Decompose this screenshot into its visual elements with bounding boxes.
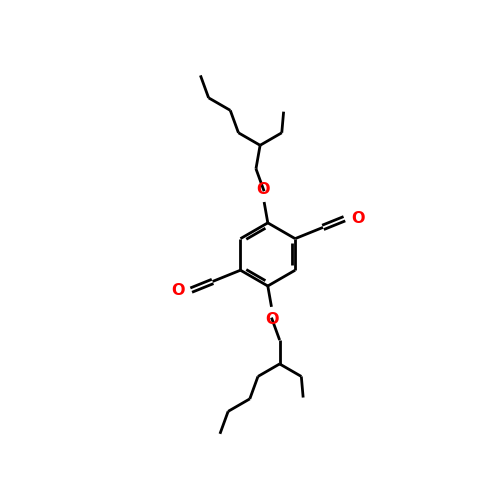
Text: O: O (171, 282, 184, 298)
Text: O: O (266, 312, 279, 327)
Text: O: O (351, 211, 364, 226)
Text: O: O (256, 182, 270, 197)
